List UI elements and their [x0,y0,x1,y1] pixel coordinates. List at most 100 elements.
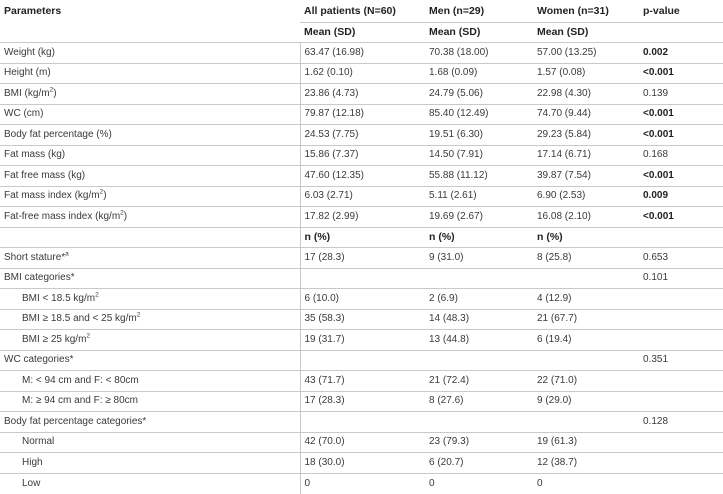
cell-men: 14 (48.3) [425,309,533,330]
cell-women: 0 [537,477,543,489]
stat-header-all: n (%) [300,227,425,248]
row-label-suffix: ) [123,210,128,222]
cell-all-patients: 19 (31.7) [300,329,425,351]
row-label: BMI ≥ 25 kg/m2 [0,329,301,351]
header-p-value: p-value [639,0,723,23]
row-label-suffix: ) [53,87,57,99]
cell-p-value: <0.001 [639,63,723,84]
cell-all-patients: 43 (71.7) [300,370,425,392]
row-label-text: Fat mass index (kg/m [4,190,100,202]
stat-header-men: n (%) [425,227,533,248]
row-label-text: BMI categories* [4,272,75,284]
cell-all-patients [300,411,425,433]
header-all-patients: All patients (N=60) [300,0,425,23]
row-label: BMI < 18.5 kg/m2 [0,288,301,310]
cell-p-value: 0.653 [639,247,723,269]
table-row: BMI ≥ 25 kg/m2 19 (31.7) 13 (44.8) 6 (19.4) [0,329,723,351]
cell-p-value [639,432,723,453]
table-row: Body fat percentage (%) 24.53 (7.75) 19.51… [0,124,723,146]
cell-p-value: 0.351 [639,350,723,371]
row-label: M: ≥ 94 cm and F: ≥ 80cm [0,391,301,412]
cell-all-patients: 0 [304,477,311,489]
row-label: BMI (kg/m2) [0,83,301,105]
cell-men: 24.79 (5.06) [425,83,533,105]
stat-header-blank [0,227,301,248]
cell-all-patients: 6.03 (2.71) [300,186,425,207]
row-label-text: Fat free mass (kg) [4,169,86,181]
cell-p-value [639,452,723,474]
row-label-text: Height (m) [4,67,51,79]
cell-women: 8 (25.8) [533,247,639,269]
cell-women: 9 (29.0) [533,391,639,412]
cell-p-value: 0.002 [639,42,723,64]
row-label: BMI ≥ 18.5 and < 25 kg/m2 [0,309,301,330]
cell-all-patients: 17.82 (2.99) [300,206,425,228]
stat-header-women: Mean (SD) [533,22,639,43]
cell-p-value: 0.139 [639,83,723,105]
cell-p-value: 0.168 [639,145,723,166]
stat-header-row-n: n (%) n (%) n (%) [0,227,723,248]
cell-men [425,350,533,371]
row-label-superscript: 2 [86,332,91,340]
cell-all-patients: 18 (30.0) [300,452,425,474]
stat-header-p-blank [639,227,723,248]
row-label-text: M: ≥ 94 cm and F: ≥ 80cm [22,395,139,407]
table-row: BMI < 18.5 kg/m2 6 (10.0) 2 (6.9) 4 (12.9) [0,288,723,310]
cell-women: 6 (19.4) [533,329,639,351]
cell-men: 5.11 (2.61) [425,186,533,207]
row-label: Height (m) [0,63,301,84]
cell-all-patients: 63.47 (16.98) [300,42,425,64]
cell-women: 4 (12.9) [533,288,639,310]
header-women: Women (n=31) [533,0,639,23]
row-label: WC categories* [0,350,301,371]
cell-women: 74.70 (9.44) [533,104,639,125]
stat-header-row: Mean (SD) Mean (SD) Mean (SD) [0,22,723,43]
cell-all-patients: 79.87 (12.18) [300,104,425,125]
cell-p-value: <0.001 [639,165,723,187]
cell-men: 55.88 (11.12) [425,165,533,187]
table-row: WC (cm) 79.87 (12.18) 85.40 (12.49) 74.70 (… [0,104,723,125]
cell-all-patients: 23.86 (4.73) [300,83,425,105]
cell-men: 21 (72.4) [425,370,533,392]
cell-all-patients [300,268,425,289]
cell-women: 57.00 (13.25) [533,42,639,64]
cell-p-value [639,309,723,330]
cell-p-value: 0.009 [639,186,723,207]
row-label: Fat mass (kg) [0,145,301,166]
row-label-text: WC (cm) [4,108,44,120]
cell-all-patients: 17 (28.3) [300,247,425,269]
table-row: Height (m) 1.62 (0.10) 1.68 (0.09) 1.57 (0.… [0,63,723,84]
table-row: Normal 42 (70.0) 23 (79.3) 19 (61.3) [0,432,723,453]
cell-men: 23 (79.3) [425,432,533,453]
cell-men: 8 (27.6) [425,391,533,412]
cell-women: 12 (38.7) [533,452,639,474]
row-label-text: Fat mass (kg) [4,149,66,161]
header-men: Men (n=29) [425,0,533,23]
header-parameters: Parameters [4,5,62,17]
cell-women: 19 (61.3) [533,432,639,453]
cell-men: 6 (20.7) [425,452,533,474]
row-label-superscript: 2 [120,209,124,217]
row-label-text: Body fat percentage categories* [4,415,147,427]
cell-women: 22 (71.0) [533,370,639,392]
row-label: Body fat percentage (%) [0,124,301,146]
stat-header-p-blank [639,22,723,43]
row-label-text: Normal [22,436,55,448]
cell-all-patients: 42 (70.0) [300,432,425,453]
cell-men: 14.50 (7.91) [425,145,533,166]
cell-women: 17.14 (6.71) [533,145,639,166]
table-row: M: ≥ 94 cm and F: ≥ 80cm 17 (28.3) 8 (27.6… [0,391,723,412]
cell-men: 19.69 (2.67) [425,206,533,228]
stat-header-blank [0,22,300,43]
cell-women [533,411,639,433]
row-label: WC (cm) [0,104,301,125]
table-row: BMI (kg/m2) 23.86 (4.73) 24.79 (5.06) 22.98… [0,83,723,105]
row-label-text: BMI < 18.5 kg/m [22,292,96,304]
row-label-superscript: a [65,250,69,258]
cell-p-value: <0.001 [639,104,723,125]
cell-all-patients: 47.60 (12.35) [300,165,425,187]
row-label: Fat free mass (kg) [0,165,301,187]
cell-men: 2 (6.9) [425,288,533,310]
row-label-superscript: 2 [95,291,99,299]
